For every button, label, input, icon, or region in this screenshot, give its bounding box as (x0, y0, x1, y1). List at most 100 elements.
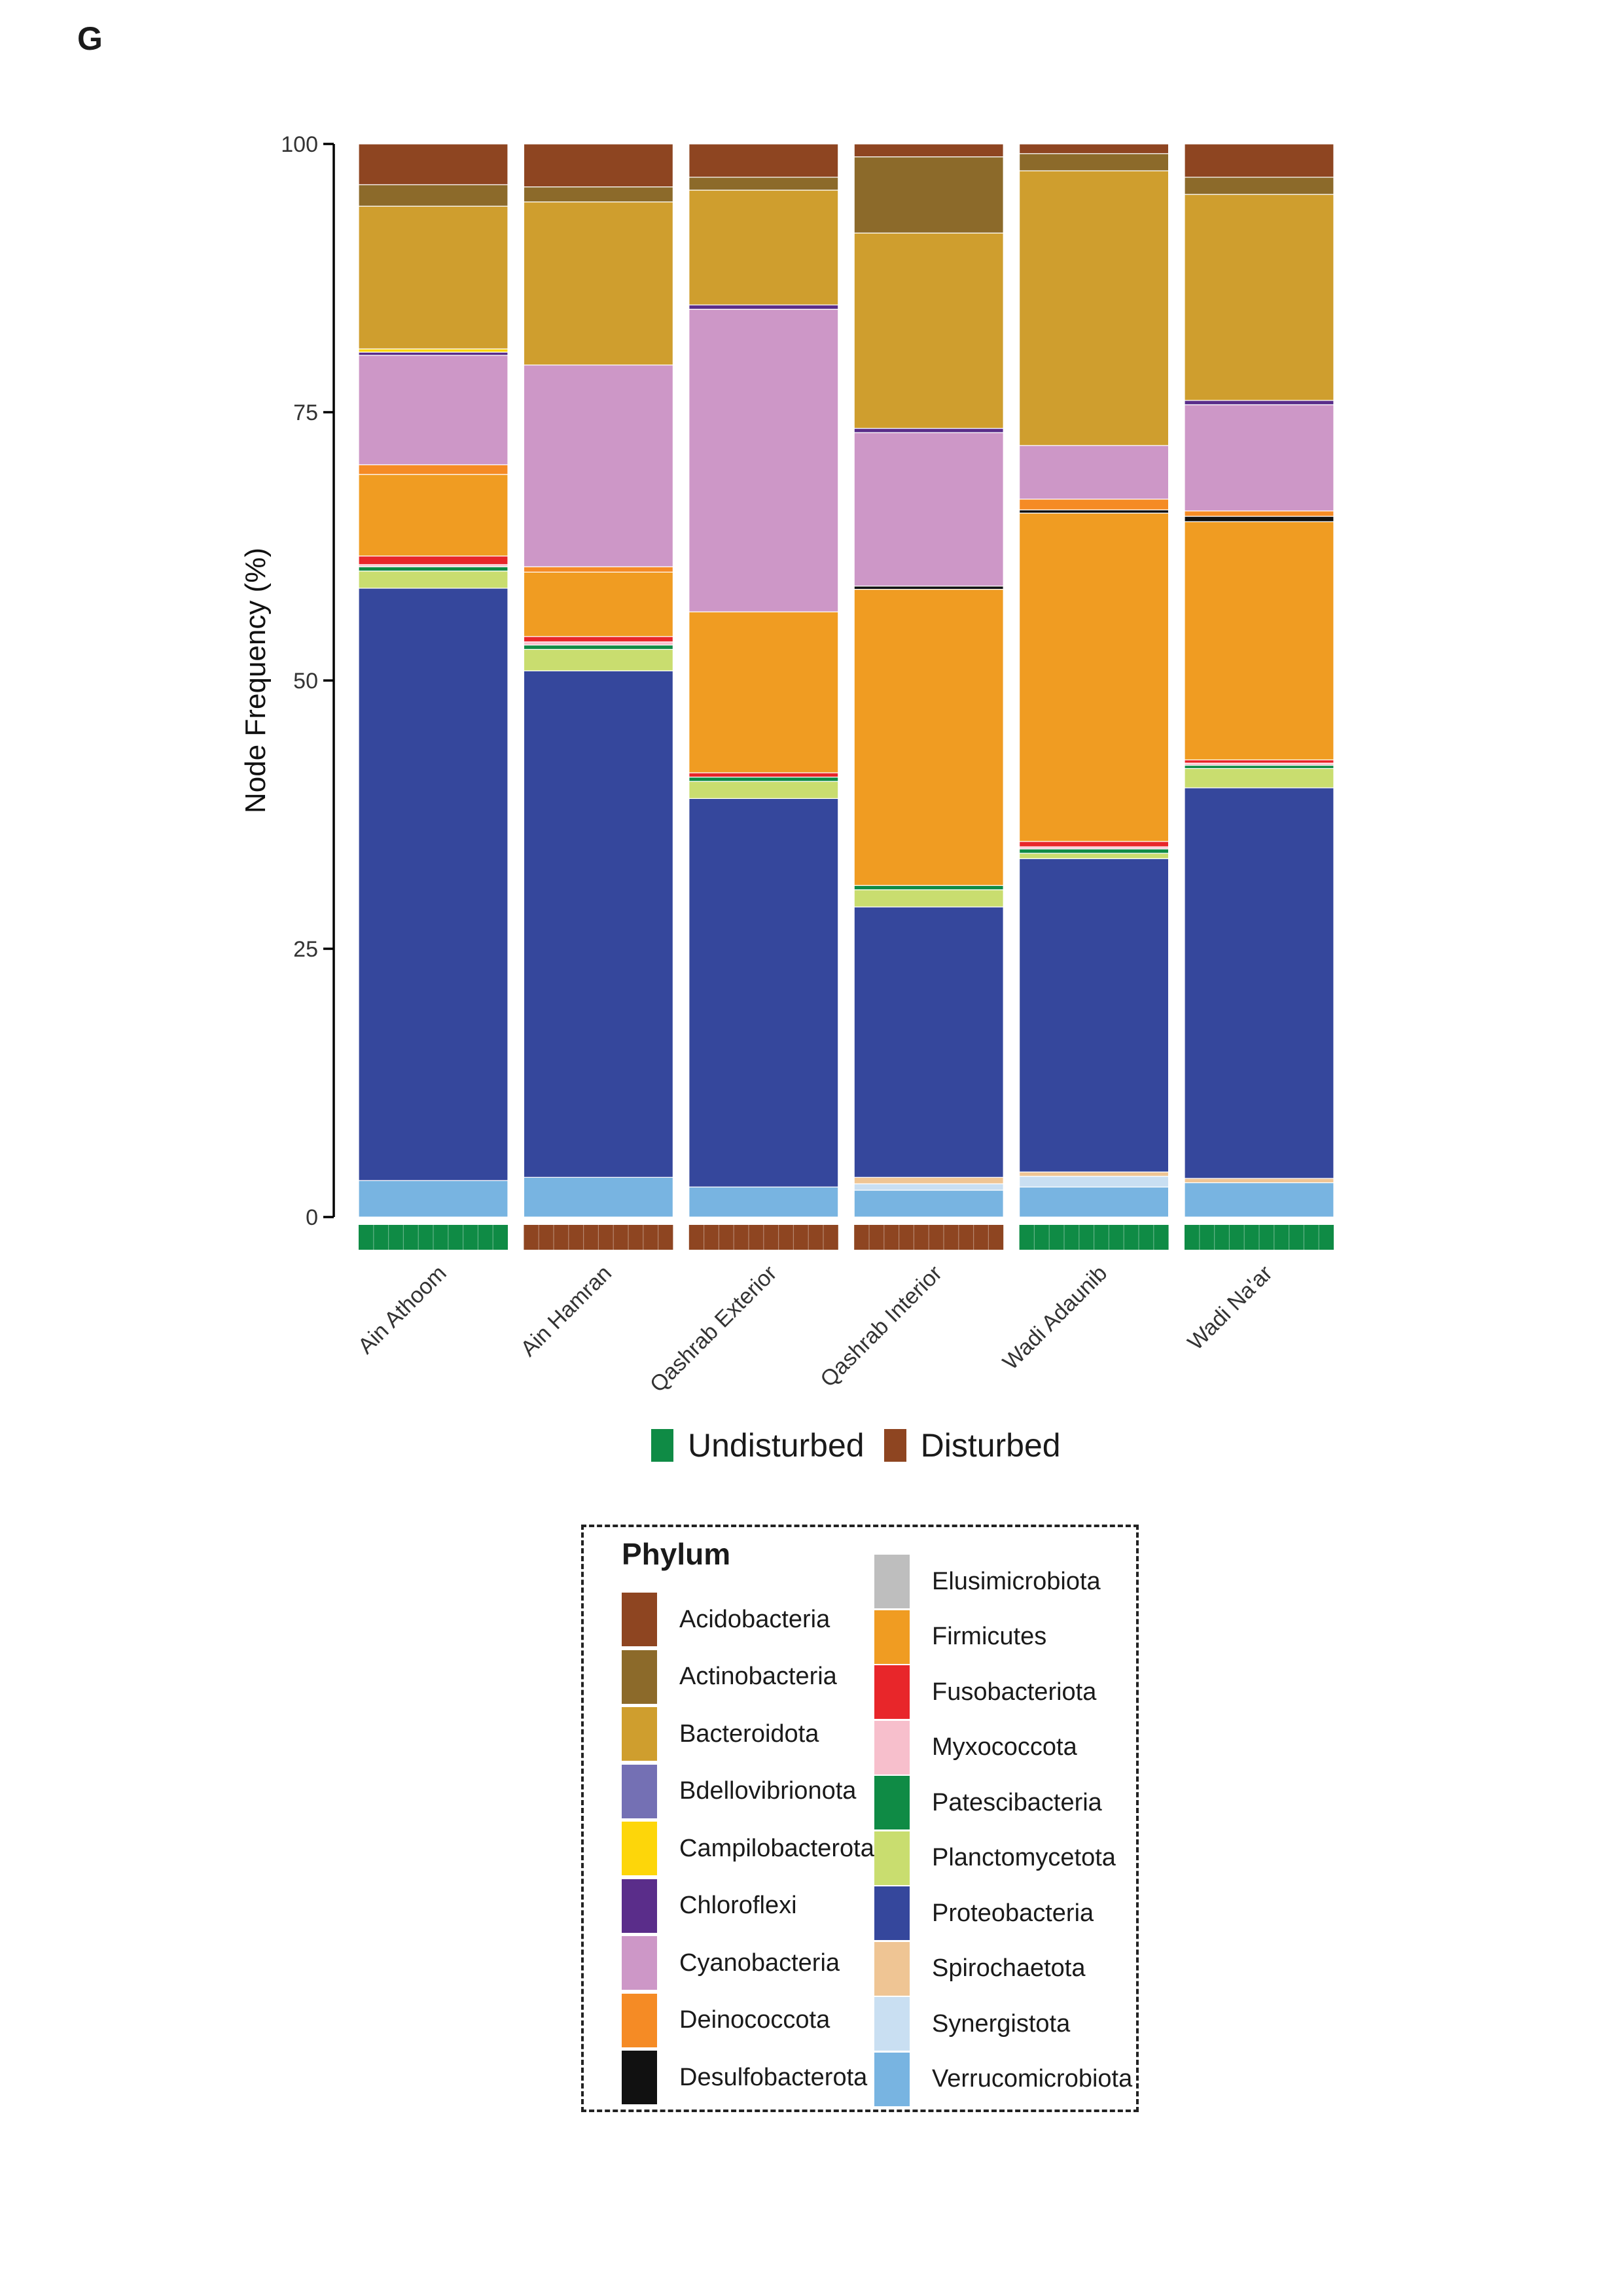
bar-segment-cyanobacteria-2 (688, 308, 839, 612)
phylum-legend-item: Desulfobacterota (622, 2051, 867, 2104)
bar-segment-actinobacteria-5 (1184, 177, 1334, 195)
phylum-legend-label: Synergistota (932, 2009, 1071, 2038)
bar-segment-proteobacteria-4 (1018, 858, 1169, 1173)
disturbance-cell-4 (1019, 1225, 1169, 1250)
bar-segment-fusobacteriota-2 (688, 772, 839, 778)
phylum-legend-item: Verrucomicrobiota (874, 2052, 1133, 2106)
phylum-legend-label: Elusimicrobiota (932, 1567, 1101, 1595)
bar-segment-deinococcota-0 (358, 464, 508, 475)
bar-segment-verrucomicrobiota-5 (1184, 1182, 1334, 1218)
bar-segment-bacteroidota-3 (853, 232, 1004, 429)
bar-segment-patescibacteria-4 (1018, 848, 1169, 854)
bar-segment-verrucomicrobiota-2 (688, 1186, 839, 1218)
bar-segment-planctomycetota-0 (358, 571, 508, 589)
bar-segment-patescibacteria-1 (523, 645, 674, 650)
bar-segment-firmicutes-0 (358, 474, 508, 557)
disturbance-cell-1 (524, 1225, 673, 1250)
bar-segment-deinococcota-4 (1018, 499, 1169, 510)
panel-label: G (77, 20, 103, 57)
bar-segment-acidobacteria-4 (1018, 143, 1169, 154)
x-tick-label: Wadi Na'ar (1183, 1261, 1277, 1355)
phylum-legend-label: Acidobacteria (679, 1605, 830, 1633)
disturbance-cell-5 (1185, 1225, 1334, 1250)
bar-segment-patescibacteria-5 (1184, 764, 1334, 769)
phylum-legend-label: Actinobacteria (679, 1663, 837, 1690)
disturbance-legend-item: Undisturbed (651, 1426, 865, 1464)
phylum-legend-item: Fusobacteriota (874, 1665, 1096, 1719)
bar-segment-firmicutes-1 (523, 571, 674, 637)
bar-segment-fusobacteriota-1 (523, 636, 674, 643)
bar-segment-bacteroidota-4 (1018, 170, 1169, 446)
bar-segment-planctomycetota-1 (523, 648, 674, 671)
phylum-legend-label: Bacteroidota (679, 1720, 819, 1748)
phylum-legend-label: Firmicutes (932, 1623, 1047, 1650)
legend-swatch (874, 2052, 910, 2106)
y-tick-label-75: 75 (293, 400, 318, 425)
bar-segment-acidobacteria-2 (688, 143, 839, 178)
phylum-legend-label: Bdellovibrionota (679, 1777, 857, 1805)
bar-segment-bacteroidota-2 (688, 189, 839, 306)
y-tick-label-50: 50 (293, 669, 318, 694)
phylum-legend-label: Proteobacteria (932, 1899, 1094, 1927)
x-tick-label: Ain Hamran (516, 1261, 616, 1362)
bar-segment-campilobacterota-0 (358, 348, 508, 353)
x-tick-label: Ain Athoom (353, 1261, 452, 1359)
bar-segment-spirochaetota-3 (853, 1176, 1004, 1184)
disturbance-legend-label: Disturbed (920, 1427, 1061, 1464)
legend-swatch (622, 1879, 657, 1933)
phylum-legend-label: Campilobacterota (679, 1834, 874, 1862)
disturbance-legend-item: Disturbed (883, 1426, 1061, 1464)
disturbance-cell-2 (688, 1225, 838, 1250)
phylum-legend-label: Fusobacteriota (932, 1678, 1097, 1706)
legend-swatch (874, 1720, 910, 1775)
bar-segment-proteobacteria-0 (358, 588, 508, 1181)
x-tick-label: Wadi Adaunib (998, 1261, 1112, 1375)
legend-swatch (622, 1707, 657, 1761)
legend-swatch (883, 1429, 906, 1462)
bar-segment-patescibacteria-0 (358, 566, 508, 572)
bar-segment-chloroflexi-5 (1184, 400, 1334, 406)
bar-segment-acidobacteria-3 (853, 143, 1004, 158)
bar-segment-patescibacteria-3 (853, 885, 1004, 891)
bar-segment-fusobacteriota-5 (1184, 759, 1334, 764)
phylum-legend-item: Firmicutes (874, 1610, 1046, 1664)
bar-segment-chloroflexi-3 (853, 427, 1004, 433)
phylum-legend-label: Patescibacteria (932, 1788, 1102, 1816)
phylum-legend-label: Myxococcota (932, 1733, 1077, 1761)
phylum-legend-label: Spirochaetota (932, 1954, 1086, 1982)
bar-segment-proteobacteria-3 (853, 906, 1004, 1178)
phylum-legend-label: Verrucomicrobiota (932, 2065, 1133, 2093)
legend-swatch (874, 1665, 910, 1719)
bar-segment-actinobacteria-0 (358, 184, 508, 207)
legend-swatch (651, 1429, 673, 1462)
legend-swatch (622, 1650, 657, 1704)
bar-segment-actinobacteria-3 (853, 156, 1004, 234)
y-axis-title: Node Frequency (%) (240, 548, 272, 813)
legend-swatch (622, 1764, 657, 1818)
bar-segment-synergistota-4 (1018, 1176, 1169, 1188)
disturbance-legend-label: Undisturbed (688, 1427, 865, 1464)
legend-swatch (622, 1593, 657, 1646)
bar-segment-acidobacteria-5 (1184, 143, 1334, 178)
bar-segment-myxococcota-1 (523, 641, 674, 646)
phylum-legend-label: Cyanobacteria (679, 1949, 840, 1977)
phylum-legend-item: Deinococcota (622, 1993, 830, 2047)
disturbance-strip (359, 1225, 1334, 1250)
y-tick-label-100: 100 (281, 132, 318, 157)
phylum-legend-item: Patescibacteria (874, 1776, 1102, 1829)
phylum-legend-item: Myxococcota (874, 1720, 1077, 1775)
bar-segment-planctomycetota-4 (1018, 853, 1169, 859)
bar-segment-firmicutes-3 (853, 588, 1004, 886)
bar-segment-firmicutes-4 (1018, 512, 1169, 842)
phylum-legend-label: Desulfobacterota (679, 2063, 868, 2091)
bar-segment-verrucomicrobiota-1 (523, 1176, 674, 1218)
bar-segment-actinobacteria-1 (523, 186, 674, 203)
bar-segment-firmicutes-2 (688, 611, 839, 773)
y-tick-label-0: 0 (306, 1205, 318, 1230)
bar-segment-planctomycetota-3 (853, 889, 1004, 908)
bar-segment-bacteroidota-5 (1184, 194, 1334, 401)
bar-segment-deinococcota-1 (523, 566, 674, 573)
legend-swatch (874, 1831, 910, 1885)
phylum-legend-item: Synergistota (874, 1997, 1070, 2051)
phylum-legend-item: Bdellovibrionota (622, 1764, 857, 1818)
